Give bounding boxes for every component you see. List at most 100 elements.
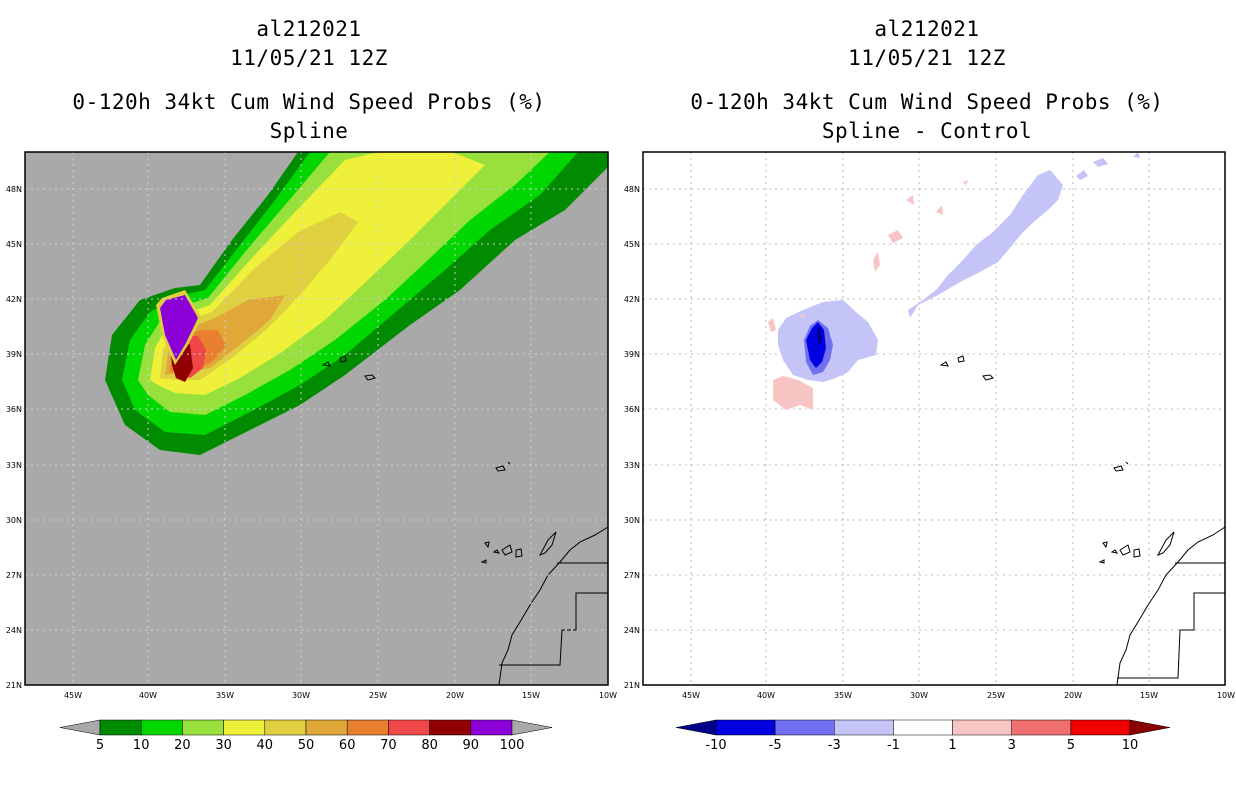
contour-minus-1-to-minus-3 xyxy=(908,170,1063,318)
canary-island xyxy=(501,544,513,556)
lat-tick-label: 27N xyxy=(6,571,22,580)
colorbar-label: 3 xyxy=(1008,738,1016,753)
contour-plus-1-to-plus-3 xyxy=(800,313,804,318)
lon-tick-label: 15W xyxy=(1140,691,1158,700)
colorbar-label: 20 xyxy=(174,738,191,753)
gridlines xyxy=(25,152,608,685)
lat-tick-label: 48N xyxy=(624,185,640,194)
colorbar-left-triangle xyxy=(59,719,101,736)
colorbar-label: -5 xyxy=(769,738,782,753)
colorbar-swatch xyxy=(952,719,1012,736)
colorbar-swatch xyxy=(1011,719,1072,736)
lat-tick-label: 21N xyxy=(624,681,640,690)
lon-tick-label: 35W xyxy=(834,691,852,700)
colorbar-label: -3 xyxy=(828,738,841,753)
contour-plus-1-to-plus-3 xyxy=(888,230,903,243)
colorbar-left-triangle xyxy=(675,719,717,736)
contour-plus-1-to-plus-3 xyxy=(873,252,880,272)
coastlines xyxy=(939,355,1226,686)
contour-minus-1-to-minus-3 xyxy=(1093,158,1108,167)
colorbar: -10 -5 -3 -1 1 3 5 10 xyxy=(675,719,1171,753)
lon-tick-label: 40W xyxy=(139,691,157,700)
latitude-labels: 48N 45N 42N 39N 36N 33N 30N 27N 24N 21N xyxy=(6,185,22,690)
colorbar-swatch xyxy=(1070,719,1131,736)
lat-tick-label: 45N xyxy=(624,240,640,249)
coastlines xyxy=(321,355,609,686)
colorbar-label: 10 xyxy=(133,738,150,753)
canary-island xyxy=(480,559,487,564)
lat-tick-label: 33N xyxy=(624,461,640,470)
madeira-island xyxy=(1113,465,1124,472)
colorbar-label: 30 xyxy=(215,738,232,753)
canary-island xyxy=(1156,531,1175,556)
canary-island xyxy=(515,548,523,558)
lat-tick-label: 36N xyxy=(6,405,22,414)
map-frame xyxy=(642,151,1226,686)
colorbar-label: 5 xyxy=(1067,738,1075,753)
colorbar-swatch xyxy=(140,719,183,736)
lon-tick-label: 40W xyxy=(757,691,775,700)
canary-island xyxy=(1110,549,1119,554)
right-map-svg: 48N 45N 42N 39N 36N 33N 30N 27N 24N 21N 45W 40W 35W… xyxy=(624,151,1235,753)
lat-tick-label: 30N xyxy=(624,516,640,525)
azores-island xyxy=(939,361,949,367)
lon-tick-label: 45W xyxy=(682,691,700,700)
africa-coast xyxy=(498,526,609,686)
colorbar-label: -1 xyxy=(887,738,900,753)
madeira-island xyxy=(495,465,506,472)
canary-island xyxy=(484,541,490,549)
colorbar-swatch xyxy=(182,719,224,736)
lat-tick-label: 39N xyxy=(6,350,22,359)
lon-tick-label: 35W xyxy=(216,691,234,700)
method-title: Spline xyxy=(269,119,349,143)
right-panel: al212021 11/05/21 12Z 0-120h 34kt Cum Wi… xyxy=(618,0,1236,800)
colorbar: 5 10 20 30 40 50 60 70 80 90 100 xyxy=(59,719,553,753)
contour-plus-1-to-plus-3 xyxy=(936,205,943,215)
contour-plus-1-to-plus-3 xyxy=(768,318,776,332)
lon-tick-label: 45W xyxy=(64,691,82,700)
longitude-labels: 45W 40W 35W 30W 25W 20W 15W 10W xyxy=(64,691,617,700)
colorbar-label: 40 xyxy=(257,738,274,753)
border-line xyxy=(499,592,608,666)
azores-island xyxy=(957,355,965,363)
colorbar-swatch xyxy=(99,719,142,736)
lat-tick-label: 45N xyxy=(6,240,22,249)
product-title: 0-120h 34kt Cum Wind Speed Probs (%) xyxy=(690,90,1164,114)
contour-plus-1-to-plus-3 xyxy=(773,376,813,410)
colorbar-label: 10 xyxy=(1122,738,1139,753)
colorbar-label: 70 xyxy=(380,738,397,753)
lon-tick-label: 25W xyxy=(987,691,1005,700)
colorbar-swatch xyxy=(346,719,389,736)
colorbar-swatch xyxy=(893,719,953,736)
lat-tick-label: 24N xyxy=(6,626,22,635)
lat-tick-label: 42N xyxy=(6,295,22,304)
colorbar-swatch xyxy=(774,719,835,736)
lat-tick-label: 24N xyxy=(624,626,640,635)
colorbar-label: 90 xyxy=(463,738,480,753)
probability-contours xyxy=(105,152,608,455)
colorbar-label: 100 xyxy=(500,738,525,753)
lat-tick-label: 21N xyxy=(6,681,22,690)
colorbar-label: 1 xyxy=(948,738,956,753)
colorbar-label: 80 xyxy=(421,738,438,753)
madeira-island xyxy=(1125,461,1129,465)
left-panel: al212021 11/05/21 12Z 0-120h 34kt Cum Wi… xyxy=(6,17,617,753)
lon-tick-label: 10W xyxy=(599,691,617,700)
colorbar-swatch xyxy=(223,719,266,736)
lat-tick-label: 42N xyxy=(624,295,640,304)
contour-90 xyxy=(160,295,198,360)
canary-island xyxy=(1102,541,1108,549)
azores-island xyxy=(364,374,376,381)
azores-island xyxy=(982,374,994,381)
product-title: 0-120h 34kt Cum Wind Speed Probs (%) xyxy=(72,90,546,114)
lat-tick-label: 33N xyxy=(6,461,22,470)
africa-coast xyxy=(1116,526,1226,686)
contour-plus-1-to-plus-3 xyxy=(963,180,968,186)
map-background xyxy=(643,152,1225,685)
canary-island xyxy=(492,549,501,554)
lat-tick-label: 39N xyxy=(624,350,640,359)
colorbar-label: 60 xyxy=(339,738,356,753)
azores-island xyxy=(321,361,331,367)
colorbar-right-triangle xyxy=(1129,719,1171,736)
canary-island xyxy=(1119,544,1131,556)
